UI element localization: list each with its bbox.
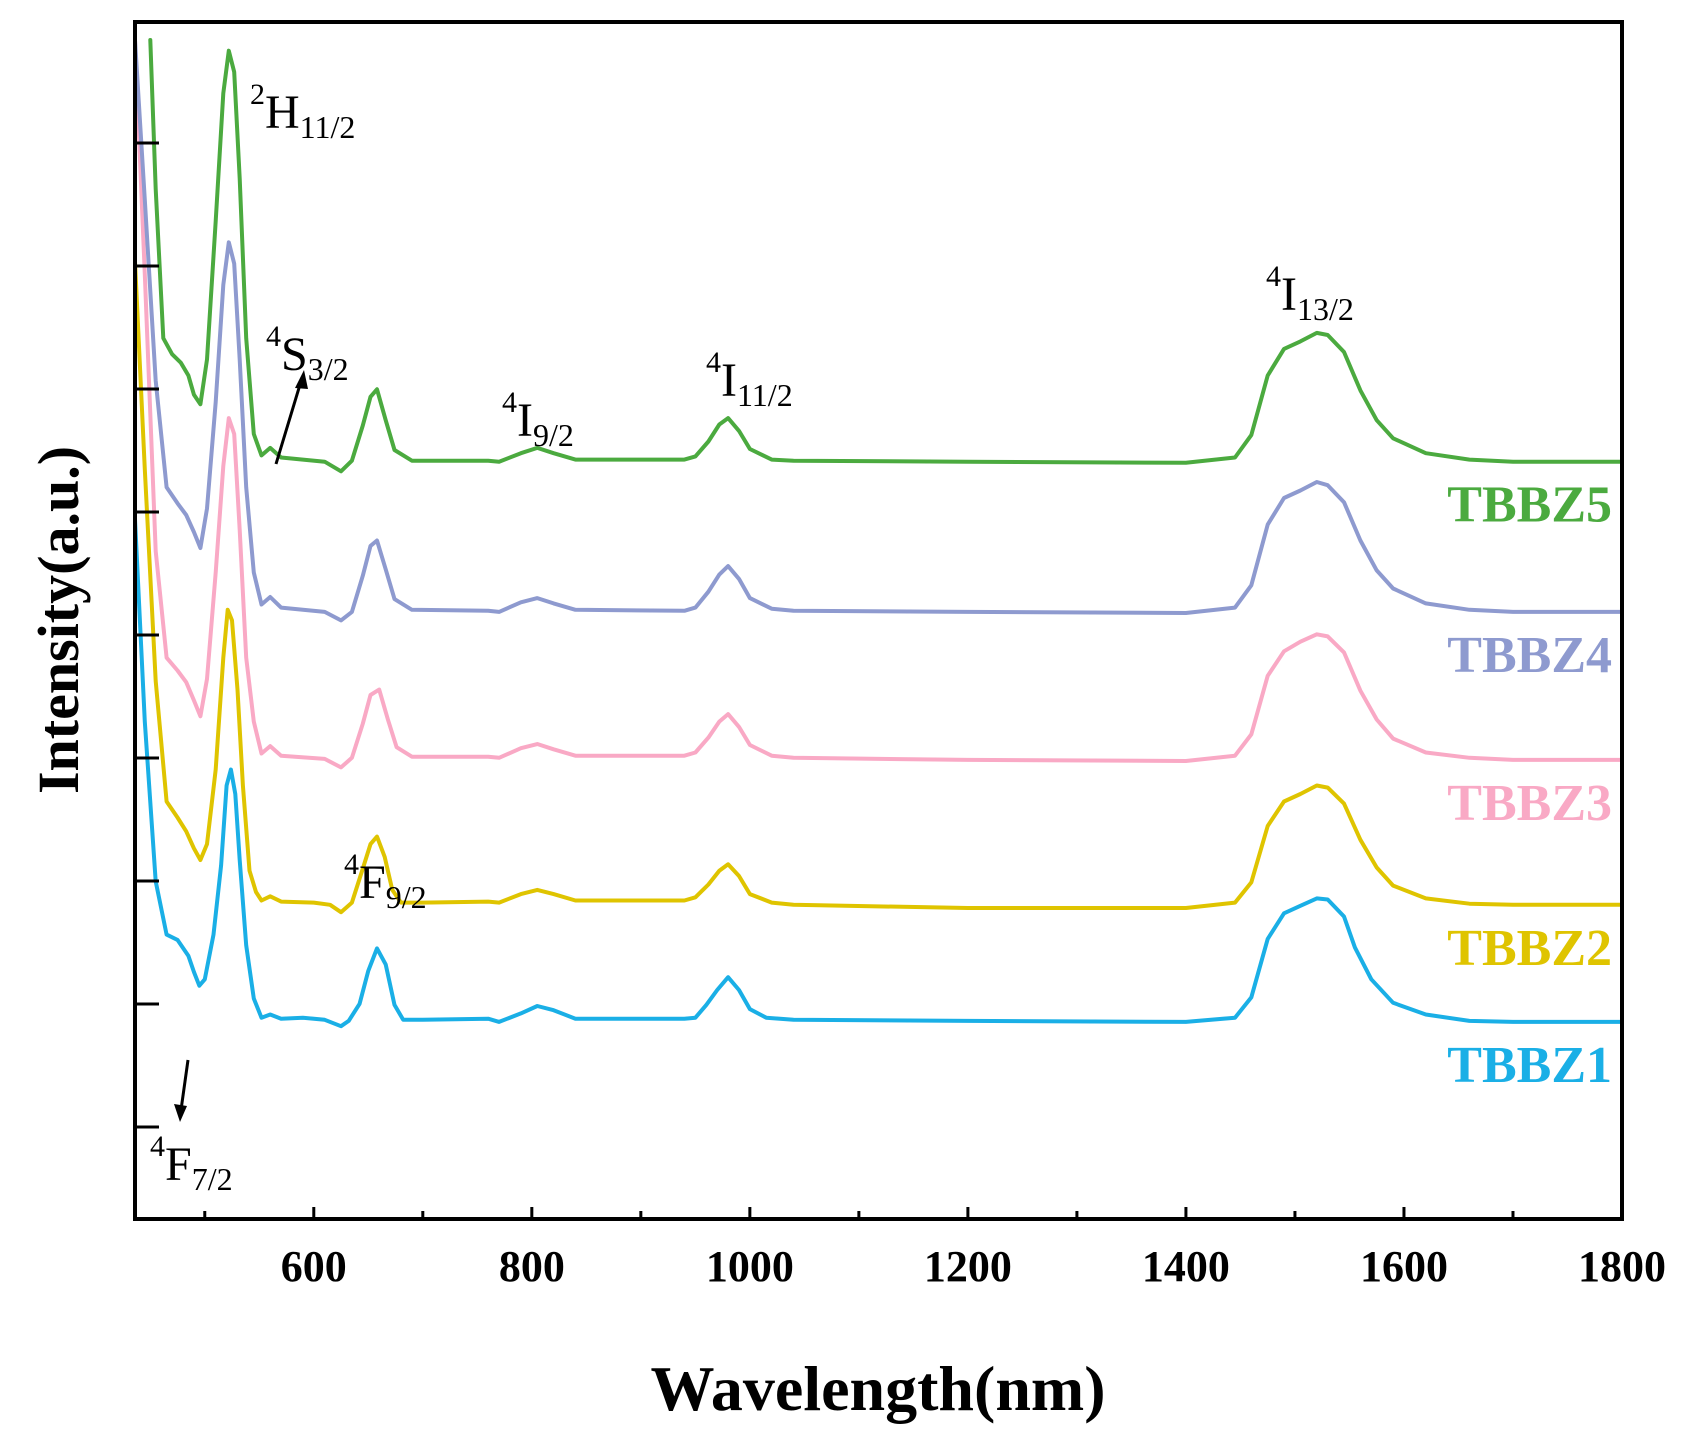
series-line-tbbz4 (133, 38, 1624, 623)
svg-text:4I11/2: 4I11/2 (706, 346, 793, 413)
svg-text:2H11/2: 2H11/2 (250, 78, 355, 145)
annotation-4S3-2: 4S3/2 (266, 320, 349, 465)
x-tick-label: 800 (499, 1242, 565, 1291)
y-axis-ticks (135, 141, 159, 1129)
y-axis-title: Intensity(a.u.) (26, 446, 91, 794)
annotation-4I9-2: 4I9/2 (502, 386, 574, 453)
annotation-4F9-2: 4F9/2 (344, 848, 427, 915)
x-tick-label: 1600 (1360, 1242, 1448, 1291)
x-tick-label: 1200 (924, 1242, 1012, 1291)
series-labels: TBBZ1 TBBZ2 TBBZ3 TBBZ4 TBBZ5 (1447, 477, 1612, 1094)
arrow-4S3-2 (274, 377, 304, 465)
annotation-4F7-2: 4F7/2 (150, 1059, 233, 1197)
series-line-tbbz3 (133, 38, 1624, 770)
svg-text:4S3/2: 4S3/2 (266, 320, 349, 387)
x-tick-label: 600 (281, 1242, 347, 1291)
series-line-tbbz5 (148, 38, 1624, 474)
annotation-4I13-2: 4I13/2 (1266, 260, 1354, 327)
series-line-tbbz2 (133, 259, 1624, 915)
x-axis-title: Wavelength(nm) (650, 1353, 1105, 1424)
svg-text:4I9/2: 4I9/2 (502, 386, 574, 453)
x-tick-label: 1000 (706, 1242, 794, 1291)
series-label-tbbz3: TBBZ3 (1447, 775, 1612, 832)
arrowhead-4S3-2 (295, 370, 308, 389)
series-lines (133, 38, 1624, 1029)
plot-frame (133, 20, 1624, 1221)
arrow-4F7-2 (179, 1059, 190, 1111)
arrowhead-4F7-2 (174, 1104, 187, 1122)
series-label-tbbz5: TBBZ5 (1447, 477, 1612, 534)
annotation-4I11-2: 4I11/2 (706, 346, 793, 413)
x-axis-ticks: 600 800 1000 1200 1400 1600 1800 (203, 1207, 1666, 1291)
series-label-tbbz2: TBBZ2 (1447, 920, 1612, 977)
x-tick-label: 1800 (1578, 1242, 1666, 1291)
series-label-tbbz4: TBBZ4 (1447, 627, 1612, 684)
svg-text:4F7/2: 4F7/2 (150, 1130, 233, 1197)
annotation-2H11-2: 2H11/2 (250, 78, 355, 145)
series-line-tbbz1 (133, 517, 1624, 1029)
series-label-tbbz1: TBBZ1 (1447, 1037, 1612, 1094)
svg-text:4I13/2: 4I13/2 (1266, 260, 1354, 327)
svg-text:4F9/2: 4F9/2 (344, 848, 427, 915)
x-tick-label: 1400 (1142, 1242, 1230, 1291)
